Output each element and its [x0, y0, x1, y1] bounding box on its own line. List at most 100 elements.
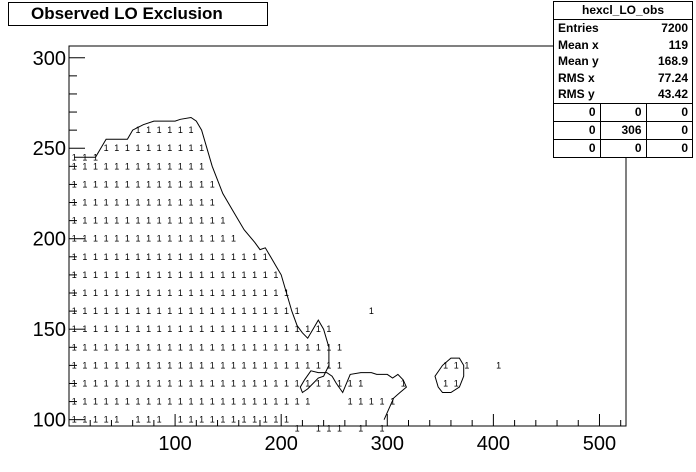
cell-label: 1 — [210, 324, 215, 334]
cell-label: 1 — [157, 360, 162, 370]
cell-label: 1 — [305, 378, 310, 388]
cell-label: 1 — [189, 252, 194, 262]
cell-label: 1 — [157, 161, 162, 171]
cell-label: 1 — [210, 360, 215, 370]
cell-label: 1 — [167, 234, 172, 244]
cell-label: 1 — [220, 270, 225, 280]
cell-label: 1 — [82, 397, 87, 407]
cell-label: 1 — [210, 415, 215, 425]
stats-row-entries: Entries 7200 — [554, 20, 692, 37]
cell-label: 1 — [157, 397, 162, 407]
cell-label: 1 — [199, 179, 204, 189]
cell-label: 1 — [146, 270, 151, 280]
cell-label: 1 — [263, 252, 268, 262]
plot-frame — [68, 45, 627, 427]
cell-label: 1 — [114, 324, 119, 334]
cell-label: 1 — [135, 198, 140, 208]
cell-label: 1 — [178, 360, 183, 370]
cell-label: 1 — [93, 397, 98, 407]
cell-label: 1 — [305, 342, 310, 352]
cell-label: 1 — [104, 378, 109, 388]
cell-label: 1 — [220, 397, 225, 407]
cell-label: 1 — [252, 360, 257, 370]
cell-label: 1 — [178, 143, 183, 153]
cell-label: 1 — [316, 360, 321, 370]
cell-label: 1 — [167, 161, 172, 171]
cell-label: 1 — [210, 252, 215, 262]
cell-label: 1 — [358, 397, 363, 407]
cell-label: 1 — [242, 378, 247, 388]
cell-label: 1 — [93, 342, 98, 352]
cell-label: 1 — [104, 342, 109, 352]
cell-label: 1 — [295, 342, 300, 352]
cell-label: 1 — [114, 216, 119, 226]
cell-label: 1 — [157, 234, 162, 244]
cell-label: 1 — [114, 342, 119, 352]
cell-label: 1 — [231, 342, 236, 352]
cell-label: 1 — [199, 252, 204, 262]
cell-label: 1 — [263, 342, 268, 352]
cell-label: 1 — [220, 234, 225, 244]
cell-label: 1 — [199, 342, 204, 352]
cell-label: 1 — [125, 161, 130, 171]
cell-label: 1 — [146, 288, 151, 298]
cell-label: 1 — [125, 179, 130, 189]
cell-label: 1 — [242, 270, 247, 280]
cell-label: 1 — [358, 424, 363, 434]
cell-label: 1 — [157, 216, 162, 226]
cell-label: 1 — [231, 306, 236, 316]
y-tick-label: 200 — [33, 229, 66, 251]
cell-label: 1 — [231, 378, 236, 388]
overflow-cell: 0 — [646, 102, 692, 121]
cell-label: 1 — [305, 397, 310, 407]
cell-label: 1 — [146, 252, 151, 262]
cell-label: 1 — [125, 216, 130, 226]
cell-label: 1 — [157, 288, 162, 298]
cell-label: 1 — [146, 216, 151, 226]
cell-label: 1 — [401, 378, 406, 388]
cell-label: 1 — [104, 415, 109, 425]
cell-label: 1 — [178, 306, 183, 316]
cell-label: 1 — [93, 179, 98, 189]
overflow-cell: 0 — [600, 138, 647, 157]
cell-label: 1 — [326, 424, 331, 434]
cell-label: 1 — [189, 342, 194, 352]
cell-label: 1 — [273, 360, 278, 370]
cell-label: 1 — [220, 252, 225, 262]
cell-label: 1 — [337, 360, 342, 370]
cell-label: 1 — [199, 378, 204, 388]
cell-label: 1 — [178, 161, 183, 171]
cell-label: 1 — [157, 252, 162, 262]
cell-label: 1 — [114, 288, 119, 298]
cell-label: 1 — [93, 415, 98, 425]
stats-label: Entries — [558, 21, 599, 35]
cell-label: 1 — [242, 252, 247, 262]
cell-label: 1 — [135, 252, 140, 262]
cell-label: 1 — [178, 179, 183, 189]
cell-label: 1 — [82, 270, 87, 280]
stats-value: 77.24 — [657, 70, 688, 85]
cell-label: 1 — [114, 234, 119, 244]
cell-label: 1 — [93, 306, 98, 316]
cell-label: 1 — [284, 415, 289, 425]
cell-label: 1 — [125, 306, 130, 316]
cell-label: 1 — [210, 198, 215, 208]
chart-title: Observed LO Exclusion — [8, 2, 268, 26]
cell-label: 1 — [178, 270, 183, 280]
cell-label: 1 — [263, 415, 268, 425]
cell-label: 1 — [305, 324, 310, 334]
cell-label: 1 — [178, 216, 183, 226]
cell-label: 1 — [104, 198, 109, 208]
cell-label: 1 — [252, 252, 257, 262]
cell-label: 1 — [199, 288, 204, 298]
cell-label: 1 — [210, 179, 215, 189]
cell-label: 1 — [189, 397, 194, 407]
stats-row-mean-x: Mean x 119 — [554, 37, 692, 54]
cell-label: 1 — [263, 360, 268, 370]
cell-label: 1 — [167, 252, 172, 262]
cell-label: 1 — [189, 306, 194, 316]
contour-main — [74, 116, 408, 420]
x-tick-label: 300 — [371, 433, 404, 455]
cell-label: 1 — [220, 216, 225, 226]
